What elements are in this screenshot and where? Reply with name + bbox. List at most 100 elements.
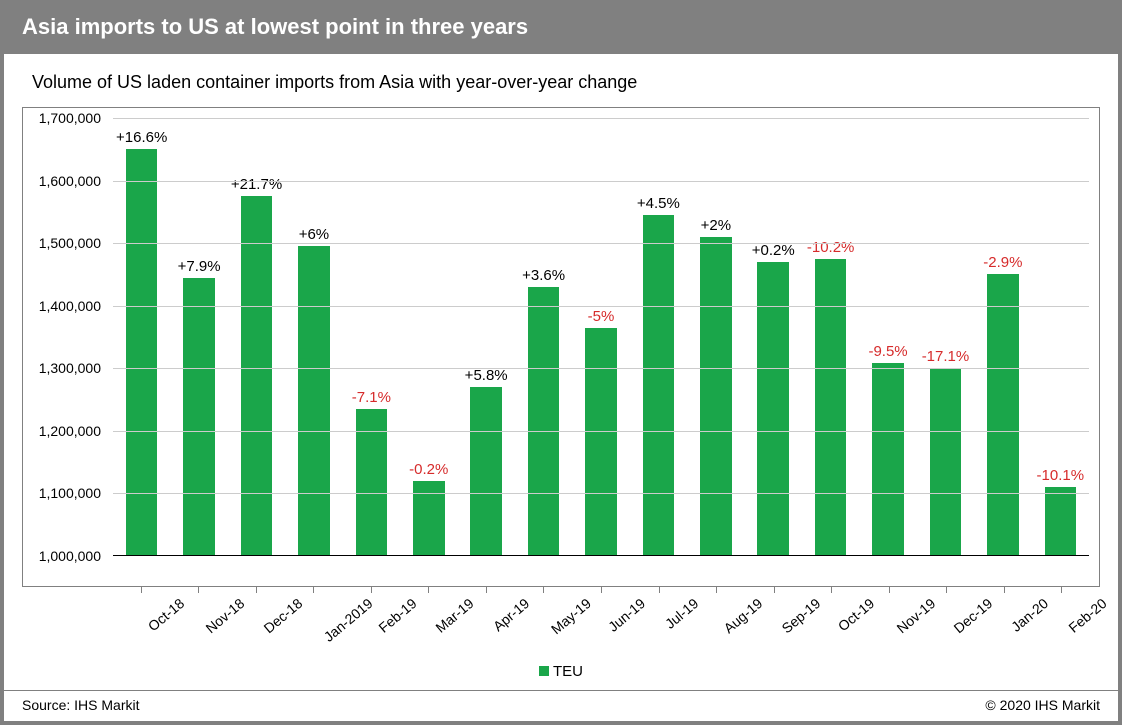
bar-pct-label: -2.9% xyxy=(983,254,1022,271)
gridline xyxy=(113,306,1089,307)
bar-slot: +6% xyxy=(298,246,330,556)
x-axis-label: Apr-19 xyxy=(490,595,532,634)
x-tick xyxy=(256,587,257,593)
x-tick xyxy=(313,587,314,593)
x-axis-label: Jun-19 xyxy=(605,595,648,635)
x-axis-label: Nov-18 xyxy=(203,595,248,636)
x-tick xyxy=(716,587,717,593)
copyright-text: © 2020 IHS Markit xyxy=(985,697,1100,713)
bar xyxy=(700,237,732,556)
x-axis-label: Dec-18 xyxy=(260,595,305,636)
y-axis-label: 1,700,000 xyxy=(39,110,101,126)
x-axis-label: Oct-19 xyxy=(835,595,877,634)
x-axis-label: Jan-20 xyxy=(1008,595,1051,635)
x-tick xyxy=(889,587,890,593)
gridline xyxy=(113,493,1089,494)
bar-pct-label: +2% xyxy=(701,217,731,234)
bar xyxy=(126,149,158,556)
bar-pct-label: -10.1% xyxy=(1037,467,1085,484)
bar-slot: -17.1% xyxy=(930,368,962,556)
gridline xyxy=(113,431,1089,432)
bar-slot: -10.2% xyxy=(815,259,847,556)
bar-pct-label: +5.8% xyxy=(465,367,508,384)
bar-slot: -10.1% xyxy=(1045,487,1077,556)
x-axis-label: Feb-19 xyxy=(375,595,419,636)
x-axis-label: Sep-19 xyxy=(778,595,823,636)
bar-pct-label: +3.6% xyxy=(522,267,565,284)
x-tick xyxy=(371,587,372,593)
legend: TEU xyxy=(22,657,1100,690)
x-axis-label: Dec-19 xyxy=(951,595,996,636)
bar xyxy=(930,368,962,556)
bar-slot: +4.5% xyxy=(643,215,675,556)
bar-pct-label: +16.6% xyxy=(116,129,167,146)
x-tick xyxy=(1004,587,1005,593)
gridline xyxy=(113,181,1089,182)
bar-slot: +16.6% xyxy=(126,149,158,556)
x-axis-label: Nov-19 xyxy=(893,595,938,636)
y-axis-label: 1,500,000 xyxy=(39,235,101,251)
plot-area: +16.6% +7.9% +21.7% +6% -7.1% -0.2% +5.8% +3.6%… xyxy=(113,118,1089,556)
x-tick xyxy=(198,587,199,593)
x-axis-label: Feb-20 xyxy=(1066,595,1110,636)
x-tick xyxy=(428,587,429,593)
y-axis-label: 1,200,000 xyxy=(39,423,101,439)
chart-content: Volume of US laden container imports fro… xyxy=(4,54,1118,690)
chart-footer: Source: IHS Markit © 2020 IHS Markit xyxy=(4,690,1118,721)
chart-plot-box: 1,000,0001,100,0001,200,0001,300,0001,40… xyxy=(22,107,1100,587)
source-text: Source: IHS Markit xyxy=(22,697,139,713)
bar xyxy=(298,246,330,556)
bar-pct-label: -17.1% xyxy=(922,348,970,365)
bar-slot: -2.9% xyxy=(987,274,1019,556)
x-axis: Oct-18Nov-18Dec-18Jan-2019Feb-19Mar-19Ap… xyxy=(112,587,1090,657)
y-axis: 1,000,0001,100,0001,200,0001,300,0001,40… xyxy=(23,118,107,556)
legend-label: TEU xyxy=(553,663,583,680)
y-axis-label: 1,100,000 xyxy=(39,485,101,501)
x-tick xyxy=(141,587,142,593)
bar-slot: -0.2% xyxy=(413,481,445,556)
y-axis-label: 1,300,000 xyxy=(39,360,101,376)
bar-pct-label: +7.9% xyxy=(178,258,221,275)
gridline xyxy=(113,243,1089,244)
bar xyxy=(643,215,675,556)
bar-slot: +7.9% xyxy=(183,278,215,556)
bar xyxy=(872,363,904,556)
bar-slot: +3.6% xyxy=(528,287,560,556)
bar-pct-label: -10.2% xyxy=(807,239,855,256)
x-tick xyxy=(1061,587,1062,593)
bar-slot: -9.5% xyxy=(872,363,904,556)
bar-slot: +2% xyxy=(700,237,732,556)
bar-pct-label: -7.1% xyxy=(352,389,391,406)
x-axis-label: Aug-19 xyxy=(721,595,766,636)
bar xyxy=(241,196,273,556)
y-axis-label: 1,600,000 xyxy=(39,173,101,189)
bar-pct-label: +0.2% xyxy=(752,242,795,259)
x-axis-label: Oct-18 xyxy=(145,595,187,634)
chart-title: Asia imports to US at lowest point in th… xyxy=(4,4,1118,54)
legend-swatch xyxy=(539,666,549,676)
x-tick xyxy=(601,587,602,593)
bar xyxy=(1045,487,1077,556)
x-axis-label: Mar-19 xyxy=(433,595,477,636)
chart-container: Asia imports to US at lowest point in th… xyxy=(0,0,1122,725)
bar xyxy=(585,328,617,556)
gridline xyxy=(113,368,1089,369)
x-tick xyxy=(831,587,832,593)
bars-group: +16.6% +7.9% +21.7% +6% -7.1% -0.2% +5.8% +3.6%… xyxy=(113,118,1089,556)
y-axis-label: 1,000,000 xyxy=(39,548,101,564)
bar-pct-label: +4.5% xyxy=(637,195,680,212)
bar xyxy=(815,259,847,556)
bar-pct-label: +6% xyxy=(299,226,329,243)
bar-pct-label: -9.5% xyxy=(868,343,907,360)
bar-pct-label: +21.7% xyxy=(231,176,282,193)
bar xyxy=(183,278,215,556)
bar-slot: +21.7% xyxy=(241,196,273,556)
bar-pct-label: -0.2% xyxy=(409,461,448,478)
x-tick xyxy=(486,587,487,593)
bar xyxy=(528,287,560,556)
gridline xyxy=(113,118,1089,119)
x-axis-label: May-19 xyxy=(548,595,594,637)
bar-slot: -5% xyxy=(585,328,617,556)
bar-slot: +5.8% xyxy=(470,387,502,556)
bar xyxy=(413,481,445,556)
